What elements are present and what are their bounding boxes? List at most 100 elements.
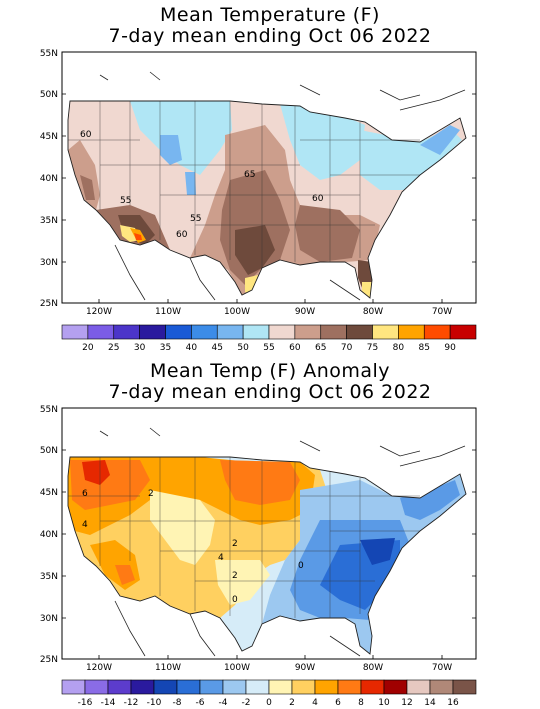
lat-label: 35N — [40, 216, 58, 226]
lon-label: 110W — [155, 663, 181, 673]
legend-swatch — [130, 679, 155, 695]
legend-swatch — [429, 679, 454, 695]
top-map-lat-axis: 55N 50N 45N 40N 35N 30N 25N — [40, 49, 58, 309]
lon-label: 80W — [363, 307, 383, 317]
legend-label: 25 — [108, 343, 119, 353]
legend-label: 40 — [186, 343, 198, 353]
lat-label: 45N — [40, 132, 58, 142]
legend-swatch — [61, 679, 86, 695]
bottom-map-legend: -16 -14 -12 -10 -8 -6 -4 -2 0 2 4 6 8 10 12 14 16 — [61, 679, 477, 708]
legend-swatch — [199, 679, 224, 695]
legend-swatch — [268, 324, 296, 340]
legend-swatch — [423, 324, 451, 340]
lon-label: 70W — [432, 663, 452, 673]
legend-label: 0 — [266, 698, 272, 708]
bottom-map-subtitle: 7-day mean ending Oct 06 2022 — [108, 381, 432, 403]
legend-label: 45 — [212, 343, 223, 353]
lat-label: 25N — [40, 655, 58, 665]
lon-label: 120W — [86, 307, 112, 317]
lat-label: 55N — [40, 405, 58, 415]
legend-swatch — [191, 324, 218, 340]
contour-label: 2 — [232, 571, 238, 581]
legend-swatch — [113, 324, 140, 340]
legend-swatch — [452, 679, 477, 695]
legend-label: 35 — [160, 343, 171, 353]
legend-label: 75 — [367, 343, 378, 353]
legend-label: 8 — [358, 698, 364, 708]
top-map-legend: 20 25 30 35 40 45 50 55 60 65 70 75 80 85 90 — [61, 324, 477, 353]
legend-label: 2 — [289, 698, 295, 708]
legend-swatch — [360, 679, 385, 695]
lat-label: 35N — [40, 572, 58, 582]
legend-swatch — [337, 679, 362, 695]
legend-label: 80 — [393, 343, 405, 353]
bottom-map: 6 2 4 2 4 2 0 0 55N 50N 45N 40N 35N 30N … — [40, 405, 477, 708]
bottom-map-contour-labels: 6 2 4 2 4 2 0 0 — [82, 489, 304, 605]
legend-swatch — [216, 324, 244, 340]
contour-label: 2 — [148, 489, 154, 499]
legend-swatch — [449, 324, 477, 340]
legend-swatch — [242, 324, 270, 340]
legend-swatch — [61, 324, 89, 340]
legend-label: 16 — [447, 698, 459, 708]
legend-swatch — [176, 679, 201, 695]
legend-swatch — [107, 679, 132, 695]
legend-label: 55 — [263, 343, 274, 353]
lon-label: 90W — [295, 307, 315, 317]
legend-swatch — [291, 679, 316, 695]
legend-swatch — [165, 324, 192, 340]
contour-label: 55 — [190, 214, 201, 224]
lat-label: 25N — [40, 299, 58, 309]
legend-label: 70 — [341, 343, 353, 353]
lat-label: 50N — [40, 90, 58, 100]
lon-label: 110W — [155, 307, 181, 317]
top-map: 60 65 55 55 60 60 55N 50N 45N 40N 35N 30… — [40, 49, 477, 353]
contour-label: 0 — [298, 561, 304, 571]
bottom-map-title: Mean Temp (F) Anomaly — [149, 360, 391, 382]
legend-label: -12 — [124, 698, 139, 708]
contour-label: 65 — [244, 170, 255, 180]
legend-label: 6 — [335, 698, 341, 708]
legend-label: 85 — [419, 343, 430, 353]
legend-swatch — [222, 679, 247, 695]
lon-label: 100W — [224, 307, 250, 317]
bottom-map-lon-axis: 120W 110W 100W 90W 80W 70W — [86, 663, 452, 673]
top-map-frame — [61, 51, 477, 304]
legend-swatch — [346, 324, 373, 340]
lon-label: 70W — [432, 307, 452, 317]
legend-swatch — [314, 679, 339, 695]
legend-swatch — [294, 324, 322, 340]
top-map-subtitle: 7-day mean ending Oct 06 2022 — [108, 25, 432, 47]
legend-label: 90 — [444, 343, 456, 353]
contour-label: 60 — [312, 194, 324, 204]
lat-label: 30N — [40, 614, 58, 624]
legend-label: 12 — [401, 698, 412, 708]
lat-label: 45N — [40, 488, 58, 498]
top-map-title: Mean Temperature (F) — [160, 4, 380, 26]
contour-label: 4 — [82, 520, 88, 530]
legend-label: -10 — [147, 698, 162, 708]
bottom-map-lat-axis: 55N 50N 45N 40N 35N 30N 25N — [40, 405, 58, 665]
legend-label: 50 — [237, 343, 249, 353]
legend-label: -16 — [78, 698, 93, 708]
legend-swatch — [268, 679, 293, 695]
legend-swatch — [153, 679, 178, 695]
top-map-lon-axis: 120W 110W 100W 90W 80W 70W — [86, 307, 452, 317]
legend-swatch — [398, 324, 425, 340]
lon-label: 80W — [363, 663, 383, 673]
lon-label: 90W — [295, 663, 315, 673]
lat-label: 40N — [40, 174, 58, 184]
contour-label: 2 — [232, 539, 238, 549]
legend-label: 65 — [315, 343, 326, 353]
lat-label: 30N — [40, 258, 58, 268]
lat-label: 50N — [40, 446, 58, 456]
legend-label: -2 — [242, 698, 251, 708]
legend-swatch — [383, 679, 408, 695]
bottom-map-frame — [61, 407, 477, 660]
legend-swatch — [84, 679, 109, 695]
legend-label: 60 — [289, 343, 301, 353]
contour-label: 4 — [218, 553, 224, 563]
contour-label: 0 — [232, 595, 238, 605]
legend-label: -14 — [101, 698, 116, 708]
legend-label: 20 — [82, 343, 94, 353]
